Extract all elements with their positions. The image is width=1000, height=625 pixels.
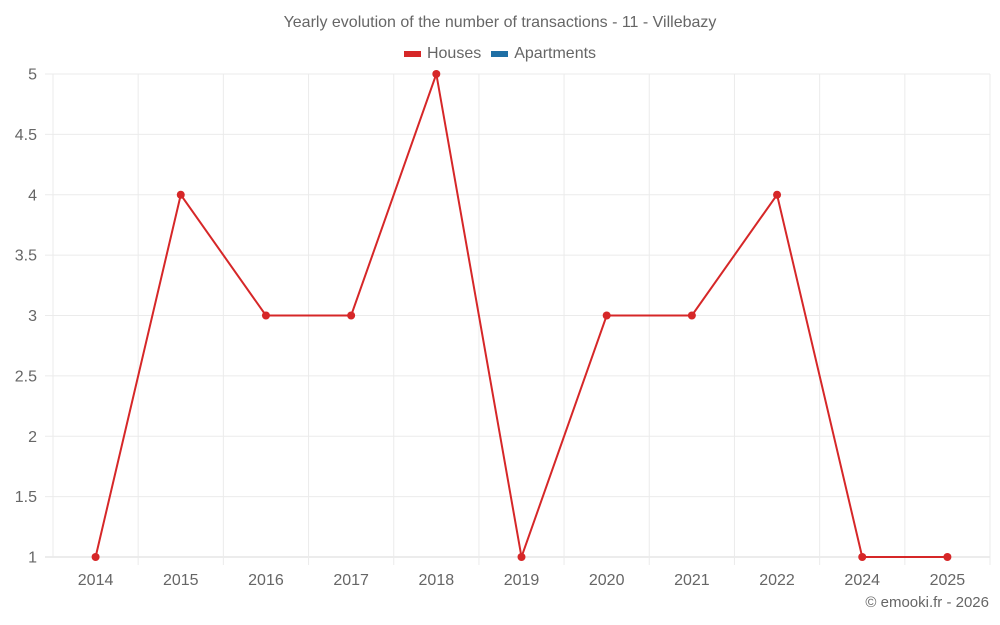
y-tick-label: 3.5	[15, 248, 37, 265]
data-point[interactable]	[432, 70, 441, 78]
data-point[interactable]	[91, 553, 100, 561]
x-tick-label: 2024	[844, 572, 880, 589]
houses-swatch-icon	[403, 51, 421, 57]
credit-text: © emooki.fr - 2026	[865, 594, 989, 611]
legend-item-apartments[interactable]: Apartments	[491, 45, 596, 63]
data-point[interactable]	[687, 311, 696, 320]
y-tick-label: 5	[28, 67, 37, 84]
legend-label-houses: Houses	[426, 45, 482, 62]
x-tick-label: 2015	[163, 572, 199, 589]
y-tick-label: 1.5	[15, 489, 37, 506]
y-tick-label: 2	[28, 429, 37, 446]
grid: 1 1.5 2 2.5 3 3.5 4 4.5 5 2014 2015 2016 2017 2018 201…	[15, 67, 991, 589]
y-tick-label: 3	[28, 308, 37, 325]
legend-label-apartments: Apartments	[514, 45, 597, 62]
x-tick-label: 2018	[419, 572, 455, 589]
data-point[interactable]	[261, 311, 270, 320]
y-tick-label: 4	[28, 187, 37, 204]
x-tick-label: 2025	[930, 572, 966, 589]
apartments-swatch-icon	[491, 51, 509, 57]
x-tick-label: 2021	[674, 572, 710, 589]
data-point[interactable]	[176, 190, 185, 199]
y-tick-label: 1	[28, 550, 37, 567]
x-tick-label: 2014	[78, 572, 114, 589]
data-point[interactable]	[858, 553, 867, 561]
y-tick-label: 2.5	[15, 368, 37, 385]
x-tick-label: 2016	[248, 572, 284, 589]
data-point[interactable]	[347, 311, 356, 320]
data-point[interactable]	[943, 553, 952, 561]
x-tick-label: 2020	[589, 572, 625, 589]
legend: Houses Apartments	[0, 45, 1000, 63]
chart-title: Yearly evolution of the number of transa…	[283, 14, 717, 31]
x-tick-label: 2017	[333, 572, 369, 589]
data-point[interactable]	[602, 311, 611, 320]
series-houses	[91, 70, 952, 561]
x-tick-label: 2019	[504, 572, 540, 589]
y-tick-label: 4.5	[15, 127, 37, 144]
data-point[interactable]	[517, 553, 526, 561]
data-point[interactable]	[773, 190, 782, 199]
legend-item-houses[interactable]: Houses	[403, 45, 482, 63]
x-tick-label: 2022	[759, 572, 795, 589]
